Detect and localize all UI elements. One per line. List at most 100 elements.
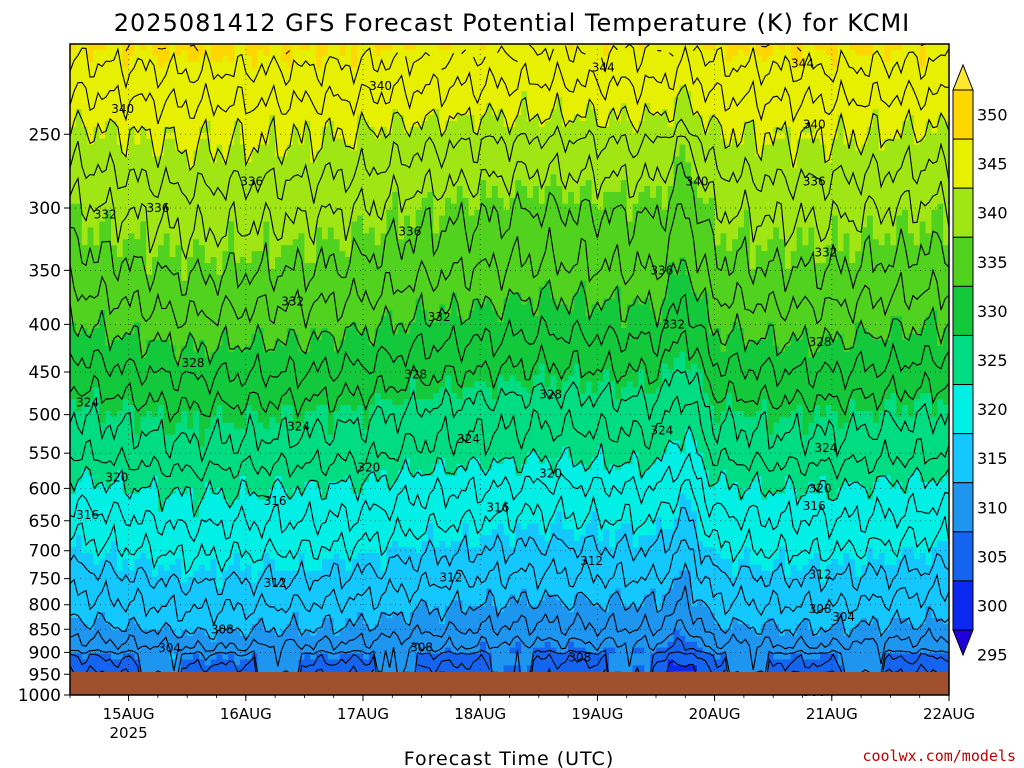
heat-cell <box>866 55 874 63</box>
heat-cell <box>521 138 528 146</box>
heat-cell <box>292 144 300 152</box>
heat-cell <box>134 138 141 146</box>
heat-cell <box>152 221 159 229</box>
heat-cell <box>825 49 833 57</box>
heat-cell <box>239 168 247 175</box>
heat-cell <box>122 126 130 134</box>
heat-cell <box>814 174 821 181</box>
heat-cell <box>234 67 241 75</box>
heat-cell <box>603 227 610 234</box>
heat-cell <box>251 97 259 104</box>
heat-cell <box>134 156 141 163</box>
heat-cell <box>292 55 300 63</box>
heat-cell <box>755 67 763 75</box>
heat-cell <box>93 156 100 163</box>
heat-cell <box>298 55 305 63</box>
heat-cell <box>779 132 786 140</box>
heat-cell <box>767 115 774 122</box>
heat-cell <box>749 61 757 69</box>
heat-cell <box>187 132 194 140</box>
heat-cell <box>679 44 686 51</box>
heat-cell <box>304 209 311 217</box>
heat-cell <box>111 138 118 146</box>
heat-cell <box>556 197 563 205</box>
heat-cell <box>345 156 352 163</box>
heat-cell <box>773 191 780 199</box>
heat-cell <box>831 209 839 217</box>
heat-cell <box>474 191 481 199</box>
heat-cell <box>562 138 569 146</box>
heat-cell <box>861 91 868 98</box>
heat-cell <box>486 227 493 234</box>
heat-cell <box>755 174 763 181</box>
heat-cell <box>163 120 171 128</box>
heat-cell <box>409 209 417 217</box>
heat-cell <box>591 144 598 152</box>
heat-cell <box>861 227 868 234</box>
heat-cell <box>937 55 944 63</box>
heat-cell <box>93 174 100 181</box>
heat-cell <box>527 186 534 193</box>
heat-cell <box>351 79 358 87</box>
heat-cell <box>263 109 270 116</box>
heat-cell <box>667 132 675 140</box>
heat-cell <box>345 109 352 116</box>
heat-cell <box>679 97 686 104</box>
heat-cell <box>931 49 938 57</box>
heat-cell <box>345 138 352 146</box>
heat-cell <box>263 120 270 128</box>
heat-cell <box>99 132 106 140</box>
heat-cell <box>837 132 845 140</box>
heat-cell <box>620 49 628 57</box>
heat-cell <box>146 209 153 217</box>
heat-cell <box>380 168 388 175</box>
heat-cell <box>204 209 212 217</box>
heat-cell <box>222 91 229 98</box>
heat-cell <box>796 186 804 193</box>
heat-cell <box>521 144 528 152</box>
heat-cell <box>245 61 253 69</box>
heat-cell <box>468 103 475 110</box>
heat-cell <box>527 115 534 122</box>
heat-cell <box>351 120 358 128</box>
heat-cell <box>738 209 745 217</box>
heat-cell <box>644 49 651 57</box>
heat-cell <box>679 233 686 240</box>
heat-cell <box>855 61 862 69</box>
heat-cell <box>386 91 393 98</box>
heat-cell <box>509 44 516 51</box>
heat-cell <box>837 180 845 187</box>
heat-cell <box>843 44 850 51</box>
heat-cell <box>919 109 927 116</box>
heat-cell <box>673 233 681 240</box>
heat-cell <box>638 150 645 158</box>
heat-cell <box>222 215 229 223</box>
heat-cell <box>884 61 891 69</box>
heat-cell <box>743 79 751 87</box>
heat-cell <box>280 97 288 104</box>
heat-cell <box>573 197 581 205</box>
heat-cell <box>398 61 405 69</box>
heat-cell <box>263 67 270 75</box>
heat-cell <box>907 55 915 63</box>
heat-cell <box>544 103 552 110</box>
heat-cell <box>738 109 745 116</box>
heat-cell <box>726 197 733 205</box>
heat-cell <box>702 115 710 122</box>
heat-cell <box>632 79 640 87</box>
heat-cell <box>527 91 534 98</box>
heat-cell <box>363 191 370 199</box>
heat-cell <box>462 215 470 223</box>
heat-cell <box>896 168 903 175</box>
heat-cell <box>767 150 774 158</box>
heat-cell <box>157 49 165 57</box>
heat-cell <box>521 150 528 158</box>
heat-cell <box>146 120 153 128</box>
heat-cell <box>134 109 141 116</box>
heat-cell <box>714 180 722 187</box>
heat-cell <box>269 174 276 181</box>
heat-cell <box>726 174 733 181</box>
heat-cell <box>234 126 241 134</box>
heat-cell <box>527 126 534 134</box>
heat-cell <box>81 97 89 104</box>
